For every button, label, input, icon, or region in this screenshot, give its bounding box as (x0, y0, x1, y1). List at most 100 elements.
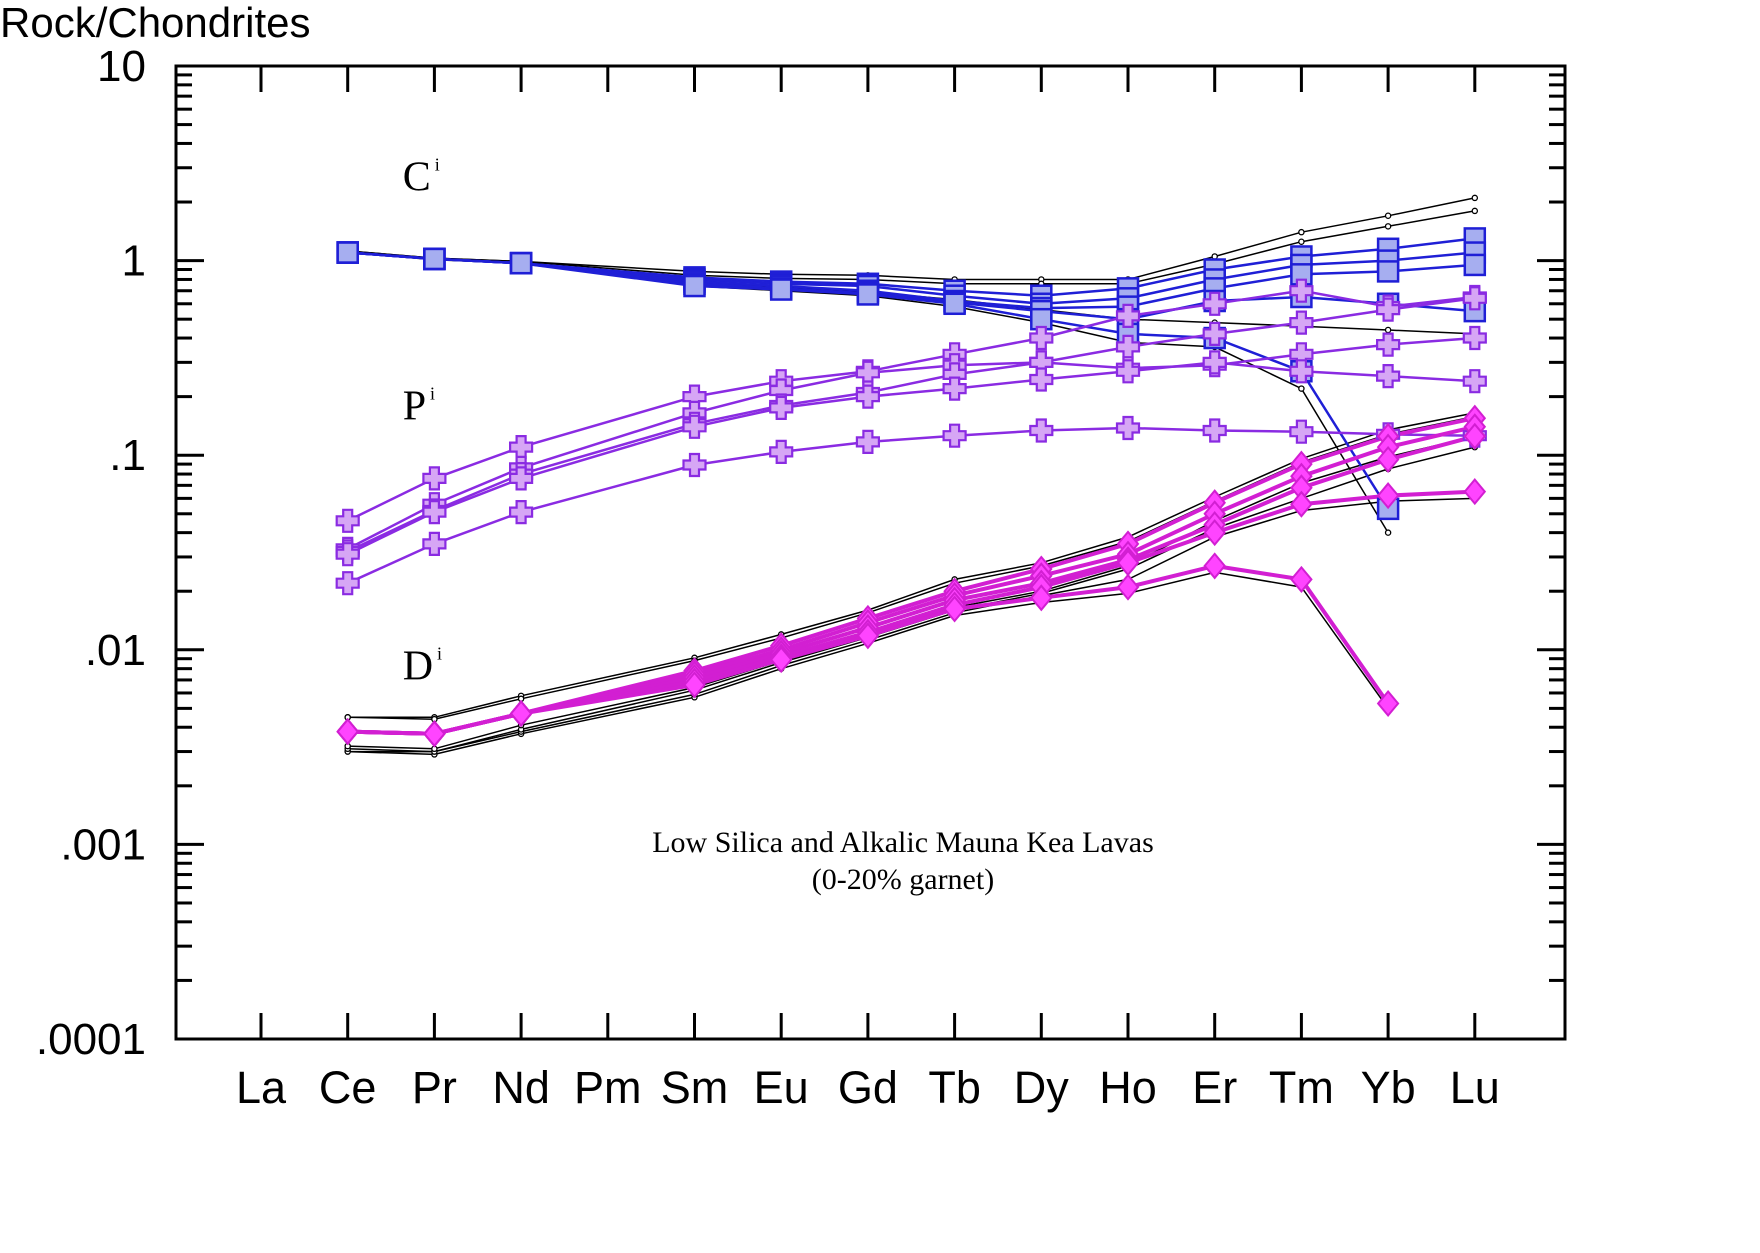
square-marker (336, 241, 359, 264)
group-label-sup: i (430, 384, 435, 404)
x-tick-label: Lu (1450, 1062, 1500, 1113)
square-marker (856, 283, 880, 306)
square-marker (943, 292, 966, 316)
x-tick-label: Sm (661, 1062, 729, 1113)
thin-model-line (347, 571, 1389, 756)
diamond-marker (1463, 422, 1487, 450)
square-marker (423, 247, 446, 271)
plus-marker (855, 384, 881, 409)
series-line-C (347, 251, 1390, 510)
group-label-sup: i (435, 155, 440, 175)
y-tick-label: .001 (60, 820, 146, 869)
y-tick-labels: .0001 .001 .01 .1 1 10 (36, 42, 146, 1064)
diamond-marker (1116, 573, 1140, 601)
diamond-marker (769, 646, 793, 674)
plus-marker (1115, 415, 1141, 441)
thin-model-point (1384, 223, 1392, 230)
diamond-marker (1376, 445, 1400, 474)
plus-marker (1289, 419, 1314, 444)
plus-marker (1115, 303, 1141, 328)
thin-model-point (1298, 238, 1305, 245)
plus-marker (1202, 418, 1227, 443)
x-tick-label: Pm (574, 1062, 642, 1113)
plus-marker (855, 429, 881, 454)
plot-frame (174, 64, 1567, 1041)
plus-marker (1202, 321, 1227, 346)
x-tick-label: Eu (754, 1062, 809, 1113)
diamond-marker (1463, 478, 1487, 506)
plus-marker (1375, 297, 1401, 322)
plus-marker (682, 452, 707, 478)
plus-marker (682, 414, 707, 439)
plus-marker (1375, 332, 1401, 357)
thin-model-point (1298, 385, 1305, 392)
plus-marker (1462, 369, 1487, 394)
x-tick-label: La (236, 1062, 287, 1113)
plus-marker (1289, 359, 1314, 384)
diamond-marker (1376, 482, 1400, 510)
x-tick-label: Nd (492, 1062, 550, 1113)
x-tick-label: Ho (1099, 1062, 1157, 1113)
plus-marker (1115, 359, 1141, 384)
diamond-marker (423, 720, 446, 748)
x-tick-label: Ce (319, 1062, 377, 1113)
annotation-line: (0-20% garnet) (812, 863, 994, 896)
group-label-sup: i (437, 644, 442, 664)
thin-model-point (1384, 212, 1392, 220)
square-marker (683, 274, 706, 298)
diamond-marker (509, 700, 533, 728)
annotation-line: Low Silica and Alkalic Mauna Kea Lavas (652, 826, 1154, 859)
diamond-marker (1290, 490, 1313, 518)
thin-model-point (1384, 529, 1392, 536)
y-tick-label: .01 (85, 626, 146, 675)
plus-marker (1202, 291, 1227, 316)
x-tick-label: Tb (928, 1062, 981, 1113)
diamond-marker (1029, 584, 1053, 612)
plus-marker (1375, 364, 1401, 389)
y-axis-title: Rock/Chondrites (0, 0, 310, 46)
diamond-marker (856, 622, 880, 650)
plus-marker (769, 395, 794, 420)
plus-marker (942, 376, 967, 401)
diamond-marker (336, 718, 360, 746)
diamond-marker (683, 671, 706, 699)
plus-marker (509, 435, 534, 460)
figure-annotation: Low Silica and Alkalic Mauna Kea Lavas (0… (652, 826, 1154, 896)
thin-model-point (1471, 207, 1479, 215)
x-tick-label: Dy (1014, 1062, 1069, 1113)
plus-marker (335, 542, 360, 567)
plus-marker (1029, 418, 1054, 443)
plus-marker (509, 500, 534, 525)
diamond-marker (1203, 552, 1227, 580)
x-tick-label: Er (1192, 1062, 1237, 1113)
plus-marker (1462, 325, 1487, 351)
x-tick-label: Pr (412, 1062, 457, 1113)
square-marker (769, 278, 793, 301)
series-line-D (347, 563, 1390, 736)
series-markers (335, 227, 1487, 748)
axis-ticks (176, 64, 1565, 1041)
plus-marker (422, 531, 447, 557)
thin-model-point (1384, 326, 1392, 334)
plus-marker (769, 439, 794, 464)
x-tick-label: Gd (838, 1062, 898, 1113)
y-tick-label: 10 (97, 42, 146, 91)
plus-marker (1462, 286, 1487, 311)
y-tick-label: .0001 (36, 1015, 146, 1064)
plus-marker (422, 500, 447, 525)
plus-marker (509, 466, 534, 491)
diamond-marker (1290, 565, 1313, 593)
plus-marker (1289, 310, 1314, 335)
plus-marker (335, 508, 360, 533)
diamond-marker (943, 595, 966, 623)
plus-marker (422, 466, 447, 491)
square-marker (509, 251, 533, 275)
plus-marker (1289, 278, 1314, 303)
square-marker (1463, 253, 1487, 277)
plus-marker (1202, 350, 1227, 375)
square-marker (1376, 260, 1400, 283)
